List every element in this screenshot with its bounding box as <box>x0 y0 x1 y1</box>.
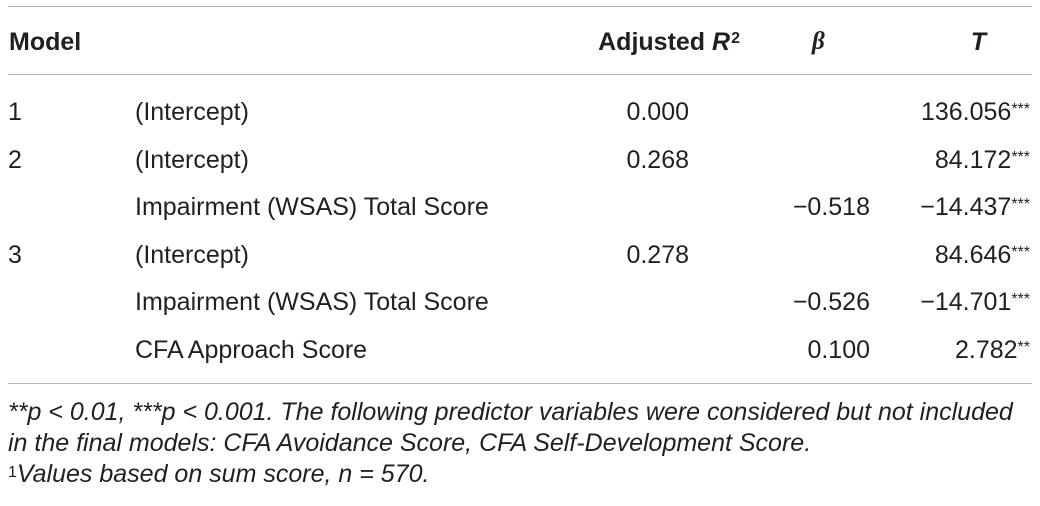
header-adjusted-r2: Adjusted R2 <box>598 27 740 57</box>
adjusted-r2-value: 0.000 <box>626 98 689 126</box>
t-number: 2.782 <box>954 336 1018 364</box>
predictor-name: CFA Approach Score <box>135 336 368 364</box>
table-header-rule <box>8 74 1032 75</box>
t-number: 84.172 <box>934 146 1012 174</box>
predictor-name: Impairment (WSAS) Total Score <box>135 288 489 316</box>
adjusted-r2-value: 0.268 <box>626 146 689 174</box>
significance-stars: *** <box>1011 149 1030 166</box>
predictor-name: (Intercept) <box>135 98 249 126</box>
predictor-name: Impairment (WSAS) Total Score <box>135 193 489 221</box>
table-top-rule <box>8 6 1032 7</box>
t-number: 84.646 <box>934 241 1012 269</box>
significance-note: **p < 0.01, ***p < 0.001. The following … <box>8 398 1013 457</box>
significance-stars: *** <box>1011 101 1030 118</box>
t-number: −14.437 <box>920 193 1012 221</box>
adjusted-r2-value: 0.278 <box>626 241 689 269</box>
beta-value: −0.526 <box>792 288 870 316</box>
significance-stars: *** <box>1011 244 1030 261</box>
header-model: Model <box>9 28 82 56</box>
t-number: −14.701 <box>920 288 1012 316</box>
footnote-text: Values based on sum score, n = 570. <box>16 460 430 488</box>
header-r-symbol: R <box>712 28 731 56</box>
t-value: −14.701*** <box>920 287 1030 317</box>
header-adjusted-label: Adjusted <box>598 28 713 56</box>
table-notes: **p < 0.01, ***p < 0.001. The following … <box>8 397 1036 490</box>
beta-value: 0.100 <box>807 336 870 364</box>
t-value: 2.782** <box>955 335 1030 365</box>
significance-stars: ** <box>1017 339 1030 356</box>
model-number: 3 <box>8 241 22 269</box>
footnote-mark: 1 <box>8 464 17 481</box>
t-number: 136.056 <box>920 98 1012 126</box>
model-number: 2 <box>8 146 22 174</box>
significance-stars: *** <box>1011 291 1030 308</box>
table-bottom-rule <box>8 383 1032 384</box>
significance-stars: *** <box>1011 196 1030 213</box>
header-beta: β <box>812 28 825 55</box>
t-value: 84.646*** <box>935 240 1030 270</box>
predictor-name: (Intercept) <box>135 241 249 269</box>
footnote: 1Values based on sum score, n = 570. <box>8 459 1036 490</box>
predictor-name: (Intercept) <box>135 146 249 174</box>
beta-value: −0.518 <box>792 193 870 221</box>
t-value: 136.056*** <box>921 97 1030 127</box>
header-t: T <box>970 28 986 56</box>
t-value: −14.437*** <box>920 192 1030 222</box>
t-value: 84.172*** <box>935 145 1030 175</box>
model-number: 1 <box>8 98 22 126</box>
header-r-superscript: 2 <box>731 30 740 47</box>
